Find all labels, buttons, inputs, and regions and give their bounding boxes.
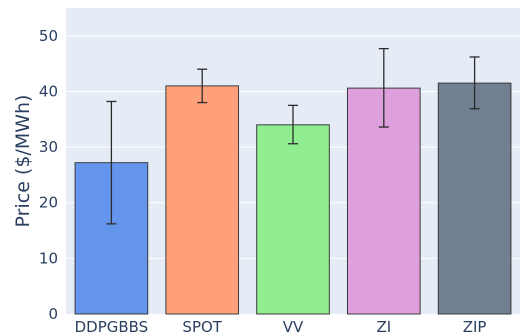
x-axis-ticks: DDPGBBS SPOT VV ZI ZIP — [75, 318, 487, 334]
y-tick-label: 20 — [39, 194, 58, 212]
x-tick-label: DDPGBBS — [75, 318, 149, 334]
y-tick-label: 30 — [39, 138, 58, 156]
bar-spot — [165, 85, 240, 315]
y-axis-title: Price ($/MWh) — [12, 95, 34, 228]
y-tick-label: 10 — [39, 249, 58, 267]
x-tick-label: ZIP — [463, 318, 487, 334]
y-tick-label: 40 — [39, 82, 58, 100]
x-tick-label: VV — [283, 318, 304, 334]
bar-zi — [346, 87, 421, 315]
bar-zip — [437, 82, 512, 315]
x-tick-label: ZI — [376, 318, 391, 334]
x-tick-label: SPOT — [182, 318, 222, 334]
y-tick-label: 50 — [39, 27, 58, 45]
error-bars — [106, 47, 480, 225]
y-tick-label: 0 — [48, 305, 58, 323]
y-axis-ticks: 0 10 20 30 40 50 — [39, 27, 58, 323]
bars — [74, 82, 512, 315]
bar-vv — [256, 124, 330, 315]
